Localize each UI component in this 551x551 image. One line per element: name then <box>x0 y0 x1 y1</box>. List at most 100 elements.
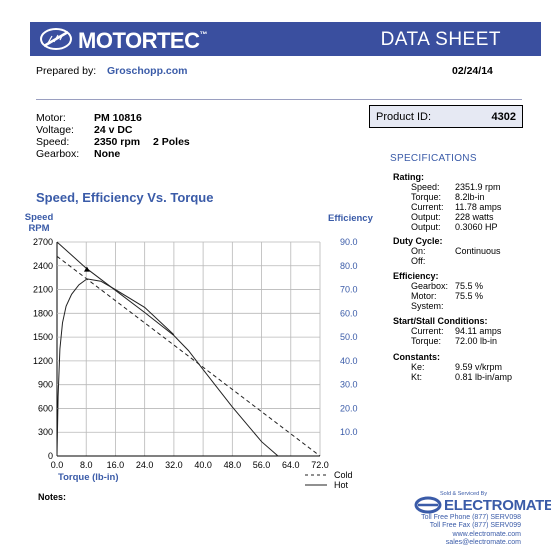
y-right-tick-label: 70.0 <box>340 285 358 295</box>
motor-label: Motor: <box>36 112 66 124</box>
y-left-tick-label: 2100 <box>33 285 53 295</box>
efficiency-values: 75.5 % 75.5 % <box>455 281 483 301</box>
x-tick-label: 56.0 <box>253 460 271 470</box>
legend-label-hot: Hot <box>334 480 349 490</box>
y-right-tick-label: 10.0 <box>340 427 358 437</box>
voltage-label: Voltage: <box>36 124 74 136</box>
cold-curve <box>56 255 321 457</box>
start-stall-value: 94.11 amps <box>455 326 502 336</box>
product-id-box: Product ID: 4302 <box>369 105 523 128</box>
legend-label-cold: Cold <box>334 470 353 480</box>
gearbox-value: None <box>94 148 121 160</box>
constants-key: Ke: <box>411 362 425 372</box>
x-tick-label: 40.0 <box>194 460 212 470</box>
efficiency-keys: Gearbox: Motor: System: <box>411 281 448 311</box>
gearbox-label: Gearbox: <box>36 148 80 160</box>
constants-heading: Constants: <box>393 352 440 362</box>
operating-point-marker <box>83 266 90 272</box>
y-right-tick-label: 20.0 <box>340 403 358 413</box>
constants-value: 0.81 lb-in/amp <box>455 372 513 382</box>
electromate-logo-icon <box>414 496 442 514</box>
prepared-date: 02/24/14 <box>452 65 493 77</box>
x-tick-label: 64.0 <box>282 460 300 470</box>
footer-phone: Toll Free Phone (877) SERV098 <box>421 514 521 521</box>
header-band <box>30 22 541 56</box>
y-left-tick-label: 0 <box>48 451 53 461</box>
start-stall-values: 94.11 amps 72.00 lb-in <box>455 326 501 346</box>
rating-value: 2351.9 rpm <box>455 182 501 192</box>
y-left-tick-label: 300 <box>38 427 53 437</box>
rating-key: Current: <box>411 202 444 212</box>
y-right-axis-title: Efficiency <box>328 213 373 224</box>
rating-value: 11.78 amps <box>455 202 502 212</box>
efficiency-value: 75.5 % <box>455 281 484 291</box>
constants-keys: Ke: Kt: <box>411 362 425 382</box>
y-right-tick-label: 60.0 <box>340 308 358 318</box>
y-left-tick-label: 900 <box>38 380 53 390</box>
rating-value: 0.3060 HP <box>455 222 498 232</box>
y-left-tick-label: 2700 <box>33 237 53 247</box>
duty-key: Off: <box>411 256 426 266</box>
constants-value: 9.59 v/krpm <box>455 362 503 372</box>
x-tick-label: 0.0 <box>51 460 64 470</box>
duty-cycle-heading: Duty Cycle: <box>393 236 443 246</box>
rating-value: 228 watts <box>455 212 494 222</box>
chart-ticks: 0.0 8.0 16.0 24.0 32.0 40.0 48.0 56.0 64.0 72.0 0 3… <box>33 237 358 470</box>
y-left-tick-label: 1200 <box>33 356 53 366</box>
voltage-value: 24 v DC <box>94 124 133 136</box>
efficiency-curve <box>56 278 175 457</box>
efficiency-key: Motor: <box>411 291 437 301</box>
prepared-by-link[interactable]: Groschopp.com <box>107 65 188 77</box>
start-stall-heading: Start/Stall Conditions: <box>393 316 488 326</box>
prepared-by-label: Prepared by: <box>36 65 97 77</box>
rating-values: 2351.9 rpm 8.2lb-in 11.78 amps 228 watts… <box>455 182 501 232</box>
y-right-tick-label: 90.0 <box>340 237 358 247</box>
y-left-tick-label: 2400 <box>33 261 53 271</box>
motortec-logo-icon <box>40 28 72 50</box>
duty-values: Continuous <box>455 246 501 256</box>
poles-value: 2 Poles <box>153 136 190 148</box>
x-tick-label: 32.0 <box>165 460 183 470</box>
efficiency-key: Gearbox: <box>411 281 449 291</box>
x-tick-label: 16.0 <box>107 460 125 470</box>
product-id-label: Product ID: <box>376 111 432 123</box>
constants-values: 9.59 v/krpm 0.81 lb-in/amp <box>455 362 512 382</box>
rating-key: Torque: <box>411 192 442 202</box>
start-stall-value: 72.00 lb-in <box>455 336 498 346</box>
footer-email-link[interactable]: sales@electromate.com <box>445 538 521 546</box>
y-left-tick-label: 600 <box>38 403 53 413</box>
x-tick-label: 8.0 <box>80 460 93 470</box>
footer-website-link[interactable]: www.electromate.com <box>452 530 521 538</box>
notes-label: Notes: <box>38 492 67 502</box>
start-stall-keys: Current: Torque: <box>411 326 444 346</box>
start-stall-key: Current: <box>411 326 444 336</box>
motor-value: PM 10816 <box>94 112 142 124</box>
specifications-title: SPECIFICATIONS <box>390 153 477 164</box>
speed-value: 2350 rpm <box>94 136 141 148</box>
y-left-axis-title-line: RPM <box>28 223 50 234</box>
rating-key: Output: <box>411 222 441 232</box>
divider <box>36 99 522 100</box>
start-stall-key: Torque: <box>411 336 442 346</box>
constants-key: Kt: <box>411 372 423 382</box>
y-left-axis-title-line: Speed <box>24 212 54 223</box>
y-right-tick-label: 40.0 <box>340 356 358 366</box>
x-axis-title: Torque (lb-in) <box>58 472 119 483</box>
duty-keys: On: Off: <box>411 246 426 266</box>
y-right-tick-label: 50.0 <box>340 332 358 342</box>
sold-by-text: Sold & Serviced By <box>440 491 488 497</box>
chart-title: Speed, Efficiency Vs. Torque <box>36 190 214 205</box>
chart-series <box>56 241 321 457</box>
electromate-company: ELECTROMATE <box>444 497 551 514</box>
document-title: DATA SHEET <box>380 29 501 50</box>
speed-label: Speed: <box>36 136 70 148</box>
rating-value: 8.2lb-in <box>455 192 485 202</box>
rating-key: Speed: <box>411 182 440 192</box>
efficiency-value: 75.5 % <box>455 291 484 301</box>
y-right-tick-label: 30.0 <box>340 380 358 390</box>
y-right-tick-label: 80.0 <box>340 261 358 271</box>
x-tick-label: 72.0 <box>311 460 329 470</box>
rating-heading: Rating: <box>393 172 424 182</box>
